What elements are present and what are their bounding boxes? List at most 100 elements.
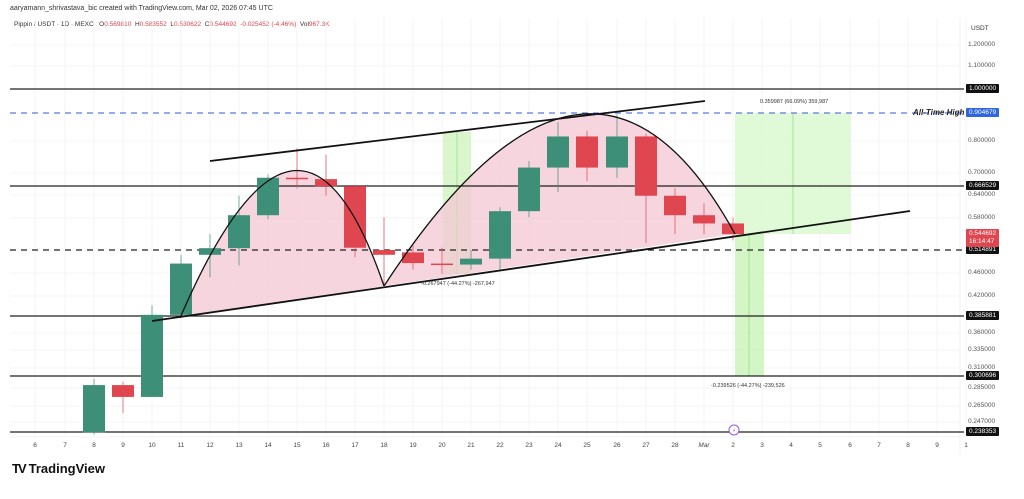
- time-tick: 23: [525, 442, 533, 449]
- candle[interactable]: [402, 245, 424, 270]
- price-tick: 0.310000: [968, 364, 996, 371]
- time-tick: 25: [583, 442, 591, 449]
- candlestick-series[interactable]: [83, 114, 744, 435]
- ascending-resistance-trendline[interactable]: [209, 100, 706, 162]
- time-tick: 14: [264, 442, 272, 449]
- price-level-tag: 1.000000: [966, 84, 1000, 93]
- price-level-tag: 0.385881: [966, 311, 1000, 320]
- candle[interactable]: [170, 254, 192, 318]
- measure-zone-down[interactable]: [735, 234, 764, 376]
- price-level-tag: 0.666529: [966, 181, 1000, 190]
- time-tick: 20: [438, 442, 446, 449]
- price-axis-unit[interactable]: USDT: [971, 25, 989, 32]
- low-value: 0.530622: [174, 21, 202, 28]
- time-tick: 5: [818, 442, 822, 449]
- support-resistance-levels[interactable]: [10, 88, 964, 433]
- candle[interactable]: [373, 217, 395, 286]
- flash-event-icon[interactable]: [728, 424, 740, 436]
- candle[interactable]: [112, 381, 134, 414]
- tradingview-logo-icon: TV: [12, 461, 27, 476]
- price-tick: 0.265000: [968, 402, 996, 409]
- candle[interactable]: [635, 133, 657, 244]
- time-tick: 9: [935, 442, 939, 449]
- candle[interactable]: [489, 207, 511, 270]
- time-tick: 11: [177, 442, 185, 449]
- time-tick: 4: [789, 442, 793, 449]
- current-price-tag: 0.544692 16:14:47: [966, 229, 1000, 247]
- time-tick: 9: [121, 442, 125, 449]
- measure-down-low-label: -0.239526 (-44.27%) -239,526: [711, 383, 785, 389]
- price-level-tag: 0.904679: [966, 108, 1000, 117]
- time-tick: 27: [642, 442, 650, 449]
- symbol-label[interactable]: Pippin / USDT · 1D · MEXC: [14, 21, 94, 28]
- candle[interactable]: [257, 174, 279, 220]
- candle[interactable]: [547, 122, 569, 193]
- ascending-support-trendline[interactable]: [151, 210, 911, 322]
- time-tick: 17: [351, 442, 359, 449]
- time-tick: 22: [496, 442, 504, 449]
- candle[interactable]: [576, 130, 598, 182]
- candle[interactable]: [228, 195, 250, 266]
- tradingview-logo[interactable]: TV TradingView: [12, 461, 105, 476]
- time-tick: 21: [467, 442, 475, 449]
- time-tick: 3: [760, 442, 764, 449]
- time-tick: 24: [554, 442, 562, 449]
- price-tick: 1.200000: [968, 41, 996, 48]
- time-tick: 26: [613, 442, 621, 449]
- price-tick: 0.800000: [968, 137, 996, 144]
- time-tick: 1: [964, 442, 968, 449]
- volume-value: 967.3K: [308, 21, 330, 28]
- candle[interactable]: [431, 247, 453, 274]
- candle[interactable]: [83, 378, 105, 435]
- price-tick: 0.247000: [968, 418, 996, 425]
- price-level-tag: 0.238353: [966, 427, 1000, 436]
- price-tick: 0.580000: [968, 214, 996, 221]
- candle[interactable]: [344, 184, 366, 258]
- time-tick: 8: [906, 442, 910, 449]
- measure-down-mid-label: -0.267947 (-44.27%) -267,947: [421, 281, 495, 287]
- time-tick: 7: [877, 442, 881, 449]
- price-tick: 0.360000: [968, 329, 996, 336]
- close-value: 0.544692: [209, 21, 237, 28]
- time-tick: 2: [731, 442, 735, 449]
- cup-curve-right[interactable]: [383, 113, 736, 287]
- time-tick: 10: [148, 442, 156, 449]
- time-tick: 19: [409, 442, 417, 449]
- price-tick: 1.100000: [968, 62, 996, 69]
- cup-curve-left[interactable]: [179, 169, 385, 319]
- candle[interactable]: [606, 114, 628, 178]
- price-tick: 0.700000: [968, 169, 996, 176]
- time-tick: 16: [322, 442, 330, 449]
- time-tick: Mar: [698, 442, 710, 449]
- cup-pattern-left[interactable]: [180, 170, 384, 318]
- candle[interactable]: [286, 148, 308, 189]
- price-level-tag: 0.300696: [966, 371, 1000, 380]
- time-tick: 8: [92, 442, 96, 449]
- time-tick: 6: [33, 442, 37, 449]
- time-tick: 6: [848, 442, 852, 449]
- candle[interactable]: [141, 305, 163, 397]
- candle[interactable]: [315, 154, 337, 196]
- price-level-tag: 0.514891: [966, 245, 1000, 254]
- measure-up-label: 0.359987 (66.09%) 359,987: [760, 99, 829, 105]
- open-value: 0.569810: [104, 21, 132, 28]
- candle[interactable]: [693, 203, 715, 235]
- price-tick: 0.420000: [968, 292, 996, 299]
- time-tick: 7: [63, 442, 67, 449]
- ath-label: All-Time High: [913, 108, 965, 117]
- time-tick: 15: [293, 442, 301, 449]
- candle[interactable]: [664, 188, 686, 235]
- time-tick: 18: [380, 442, 388, 449]
- price-tick: 0.335000: [968, 346, 996, 353]
- chart-credit: aaryamann_shrivastava_bic created with T…: [10, 5, 273, 12]
- price-tick: 0.460000: [968, 269, 996, 276]
- candle[interactable]: [518, 161, 540, 218]
- high-value: 0.583552: [139, 21, 167, 28]
- time-tick: 13: [235, 442, 243, 449]
- svg-text:⚡: ⚡: [732, 428, 736, 435]
- candle[interactable]: [460, 250, 482, 270]
- time-tick: 28: [671, 442, 679, 449]
- price-tick: 0.640000: [968, 191, 996, 198]
- time-tick: 12: [206, 442, 214, 449]
